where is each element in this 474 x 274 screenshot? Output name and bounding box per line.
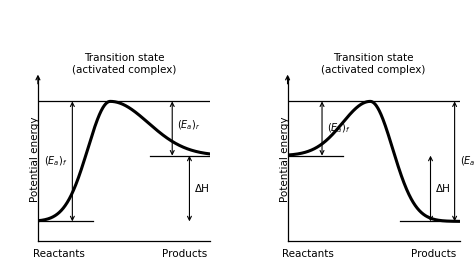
Text: Reactants: Reactants	[283, 249, 334, 259]
Text: $(E_a)_f$: $(E_a)_f$	[44, 155, 67, 168]
Text: $(E_a)_f$: $(E_a)_f$	[327, 122, 351, 135]
Text: ΔH: ΔH	[195, 184, 210, 193]
Y-axis label: Potential energy: Potential energy	[30, 116, 40, 202]
Y-axis label: Potential energy: Potential energy	[280, 116, 290, 202]
Text: $(E_a)_r$: $(E_a)_r$	[177, 118, 201, 132]
Text: $(E_a)_r$: $(E_a)_r$	[460, 155, 474, 168]
Text: Reactants: Reactants	[33, 249, 84, 259]
Text: Transition state
(activated complex): Transition state (activated complex)	[321, 53, 426, 75]
Text: Products: Products	[162, 249, 207, 259]
Text: Transition state
(activated complex): Transition state (activated complex)	[72, 53, 176, 75]
Text: Products: Products	[411, 249, 456, 259]
Text: ΔH: ΔH	[436, 184, 451, 193]
